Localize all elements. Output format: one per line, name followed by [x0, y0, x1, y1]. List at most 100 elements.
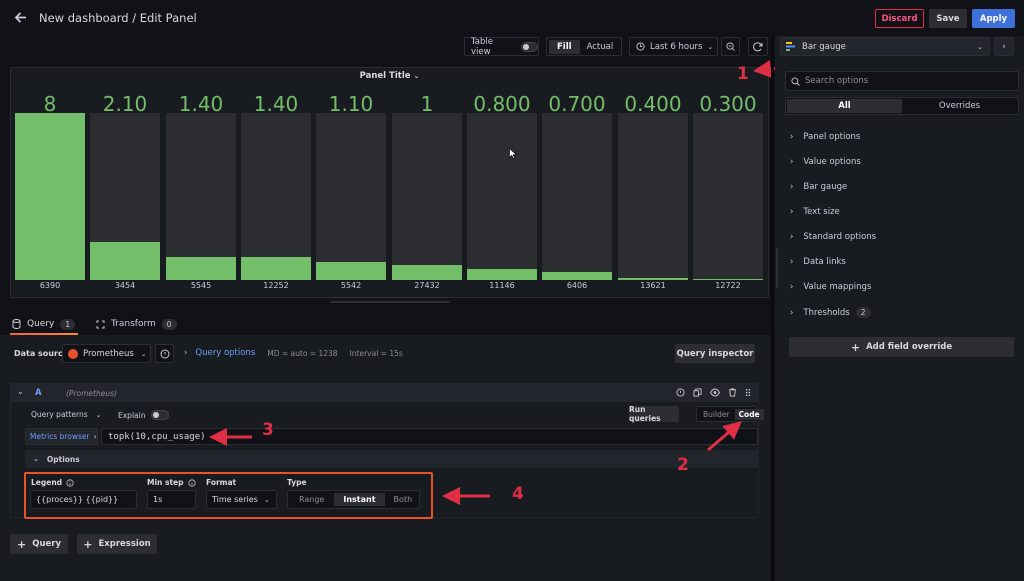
- min-step-input[interactable]: 1s: [147, 490, 196, 509]
- panel-title[interactable]: Panel Title ⌄: [359, 71, 420, 81]
- duplicate-icon[interactable]: [693, 388, 702, 397]
- add-field-override-button[interactable]: + Add field override: [789, 337, 1014, 357]
- bar-fill: [618, 277, 688, 280]
- tab-query[interactable]: Query 1: [12, 315, 76, 333]
- sidebar-scrollbar[interactable]: [776, 248, 778, 288]
- time-range-picker[interactable]: Last 6 hours ⌄: [629, 37, 718, 56]
- search-options-input[interactable]: Search options: [785, 71, 1019, 91]
- run-queries-button[interactable]: Run queries: [629, 405, 679, 423]
- back-arrow-icon[interactable]: [14, 11, 27, 24]
- chevron-down-icon: ⌄: [977, 42, 983, 51]
- bar: [166, 113, 236, 280]
- sidebar-divider[interactable]: [771, 36, 774, 581]
- builder-button[interactable]: Builder: [703, 409, 730, 419]
- bar-label: 12722: [715, 281, 741, 290]
- data-source-picker[interactable]: Prometheus ⌄: [62, 344, 151, 363]
- annotation-number-4: 4: [512, 484, 524, 504]
- options-section-panel-options[interactable]: › Panel options: [790, 132, 860, 142]
- options-section-value-options[interactable]: › Value options: [790, 157, 861, 167]
- bar-label: 6390: [39, 281, 61, 290]
- collapse-sidebar-button[interactable]: ›: [994, 37, 1014, 56]
- tab-transform[interactable]: Transform 0: [96, 315, 177, 333]
- tab-overrides[interactable]: Overrides: [938, 101, 981, 111]
- query-patterns-dropdown[interactable]: Query patterns ⌄: [31, 410, 102, 419]
- add-query-button[interactable]: + Query: [10, 534, 68, 554]
- refresh-button[interactable]: [748, 37, 768, 56]
- tab-query-label: Query: [27, 319, 55, 329]
- options-section-thresholds[interactable]: › Thresholds 2: [790, 307, 871, 318]
- thresholds-count-badge: 2: [855, 307, 871, 318]
- save-button[interactable]: Save: [929, 9, 967, 28]
- help-icon[interactable]: [676, 388, 685, 397]
- tab-all[interactable]: All: [787, 99, 902, 113]
- table-view-toggle[interactable]: Table view: [464, 37, 539, 57]
- query-options-label: Query options: [195, 348, 256, 358]
- toggle-switch[interactable]: [151, 410, 170, 420]
- fill-button[interactable]: Fill: [549, 39, 580, 54]
- options-section-standard-options[interactable]: › Standard options: [790, 232, 876, 242]
- options-section-value-mappings[interactable]: › Value mappings: [790, 282, 871, 292]
- cursor-icon: [509, 148, 517, 159]
- explain-toggle[interactable]: Explain: [118, 410, 170, 420]
- options-tab-group: All Overrides: [785, 97, 1019, 115]
- options-section-label: Text size: [803, 207, 840, 217]
- data-source-label: Data source: [14, 349, 69, 358]
- prometheus-icon: [68, 348, 78, 359]
- format-select[interactable]: Time series ⌄: [206, 490, 277, 509]
- bar-gauge-icon: [786, 42, 796, 51]
- options-toggle[interactable]: ⌄ Options: [25, 450, 758, 468]
- bar: [15, 113, 85, 280]
- bar-fill: [90, 241, 160, 280]
- options-section-label: Bar gauge: [803, 182, 848, 192]
- query-row-header[interactable]: [10, 383, 759, 402]
- actual-button[interactable]: Actual: [586, 41, 614, 52]
- query-options-toggle[interactable]: › Query options MD = auto = 1238 Interva…: [184, 348, 403, 358]
- chevron-right-icon: ›: [93, 432, 97, 441]
- metrics-browser-button[interactable]: Metrics browser ›: [25, 428, 98, 445]
- type-range-option[interactable]: Range: [299, 495, 325, 504]
- panel-resize-handle[interactable]: [330, 301, 450, 303]
- collapse-chevron-icon[interactable]: ⌄: [17, 387, 24, 396]
- query-row-source: (Prometheus): [66, 389, 117, 398]
- bar-value: 0.700: [548, 92, 606, 116]
- data-source-help-button[interactable]: [155, 344, 174, 363]
- query-row-letter[interactable]: A: [35, 388, 42, 398]
- min-step-label: Min step: [147, 478, 196, 487]
- eye-icon[interactable]: [710, 388, 720, 397]
- add-expression-button[interactable]: + Expression: [77, 534, 157, 554]
- visualization-picker[interactable]: Bar gauge ⌄: [780, 37, 990, 56]
- tab-transform-count: 0: [161, 318, 177, 330]
- bar: [316, 113, 386, 280]
- bar-value: 1.40: [178, 92, 224, 116]
- type-both-option[interactable]: Both: [393, 495, 413, 504]
- options-section-text-size[interactable]: › Text size: [790, 207, 840, 217]
- query-expression-input[interactable]: topk(10,cpu_usage): [101, 428, 758, 445]
- bar-label: 5545: [190, 281, 212, 290]
- chevron-right-icon: ›: [184, 348, 188, 358]
- info-icon: [66, 478, 74, 487]
- bar-label: 13621: [640, 281, 666, 290]
- options-section-bar-gauge[interactable]: › Bar gauge: [790, 182, 847, 192]
- bar-label: 12252: [263, 281, 289, 290]
- zoom-out-button[interactable]: [721, 37, 740, 56]
- code-button[interactable]: Code: [734, 408, 764, 420]
- toggle-switch[interactable]: [520, 41, 538, 52]
- legend-input[interactable]: {{proces}} {{pid}}: [30, 490, 137, 509]
- apply-button[interactable]: Apply: [972, 9, 1015, 28]
- annotation-number-2: 2: [677, 455, 689, 475]
- type-instant-option[interactable]: Instant: [334, 493, 385, 506]
- format-label: Format: [206, 478, 237, 487]
- query-inspector-button[interactable]: Query inspector: [675, 344, 755, 363]
- drag-handle-icon[interactable]: [745, 388, 751, 397]
- bar-label: 3454: [114, 281, 136, 290]
- options-section-data-links[interactable]: › Data links: [790, 257, 846, 267]
- interval-text: Interval = 15s: [349, 348, 403, 358]
- discard-button[interactable]: Discard: [875, 9, 924, 28]
- plus-icon: +: [850, 340, 861, 354]
- options-section-label: Standard options: [803, 232, 877, 242]
- options-section-label: Value options: [803, 157, 861, 167]
- help-icon: [160, 349, 170, 359]
- chevron-right-icon: ›: [790, 232, 794, 242]
- trash-icon[interactable]: [728, 388, 737, 397]
- tab-query-underline: [10, 333, 78, 335]
